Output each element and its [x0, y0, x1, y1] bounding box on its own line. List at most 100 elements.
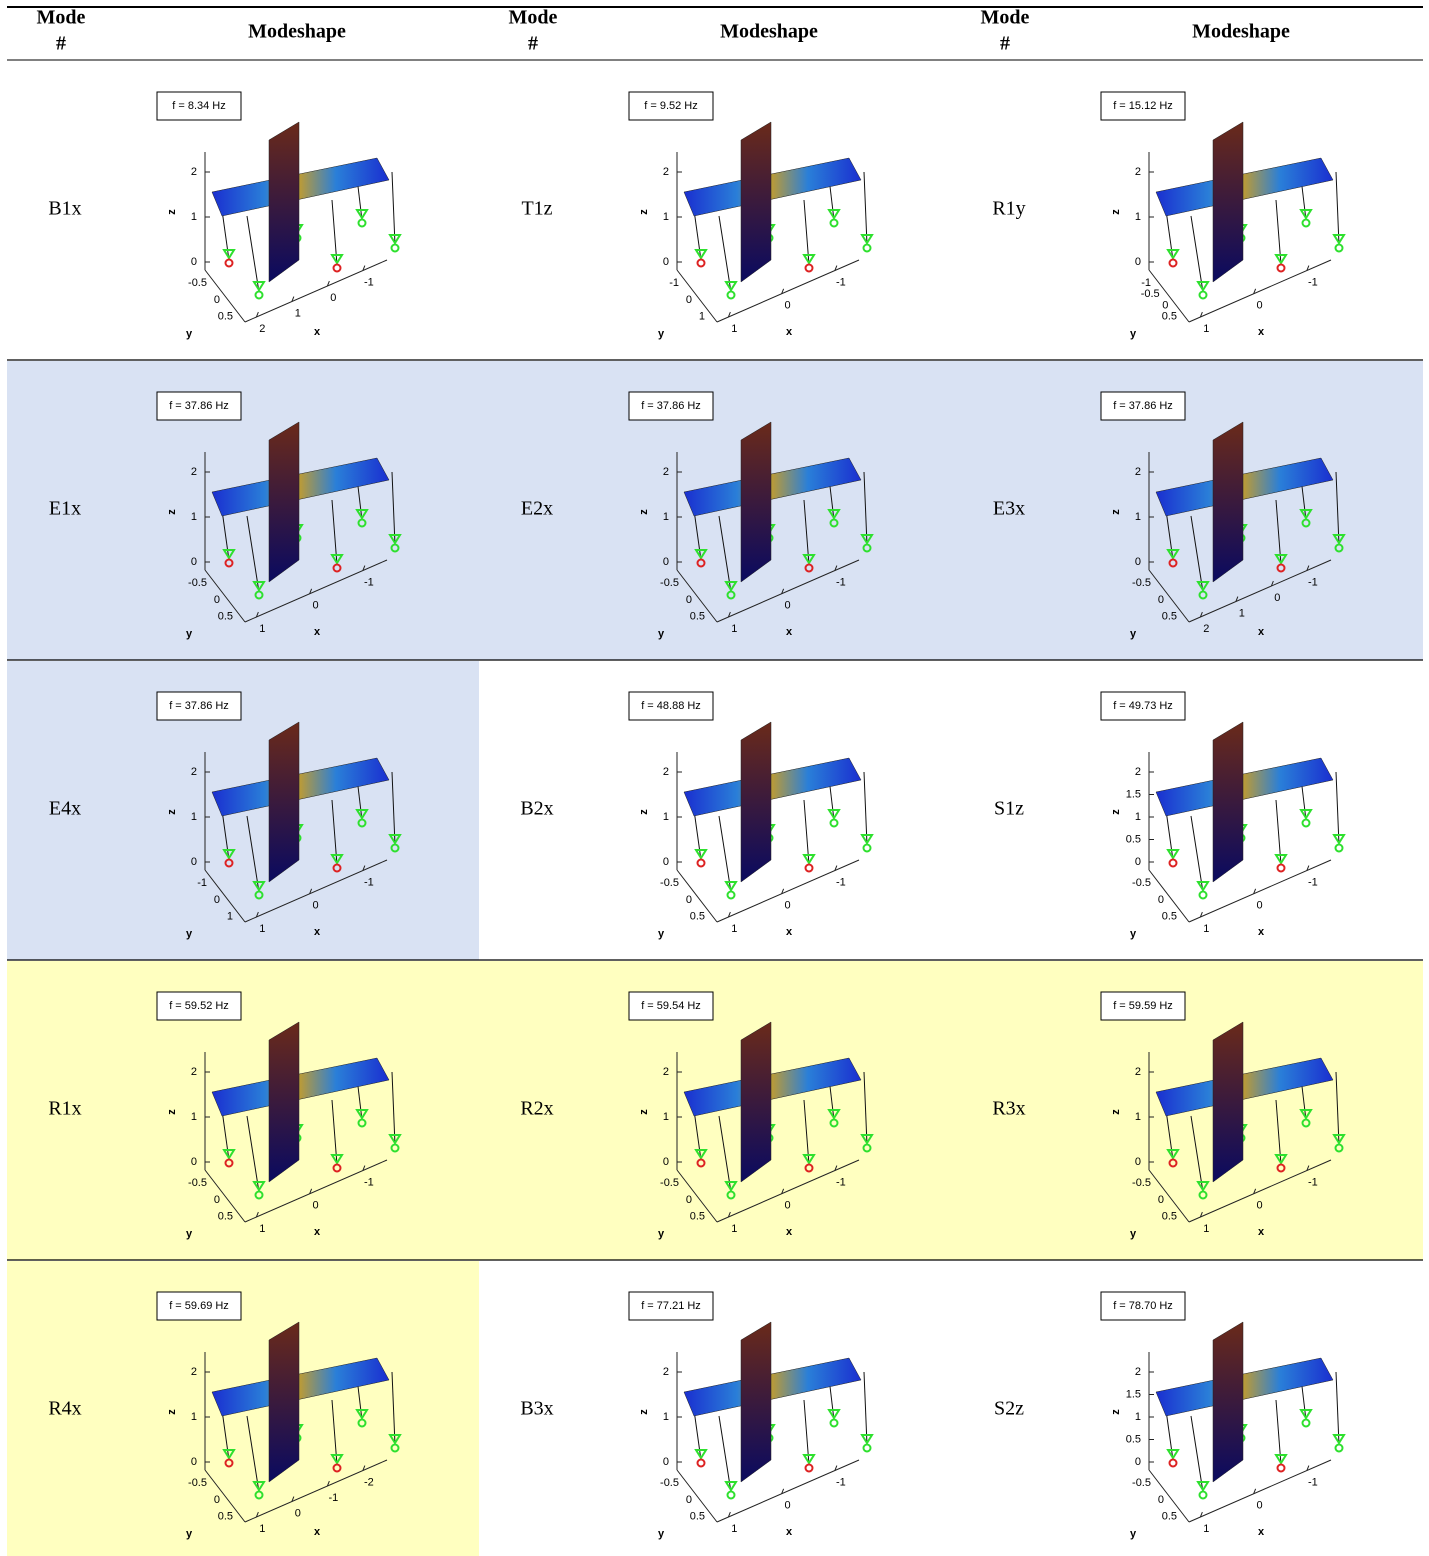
x-tick: [1306, 865, 1310, 871]
z-axis-label: z: [166, 1109, 178, 1115]
support-leg: [391, 1371, 396, 1446]
frequency-box: [1100, 991, 1186, 1021]
z-tick-label: 2: [191, 766, 197, 778]
z-tick-label: 1: [663, 511, 669, 523]
z-tick-label: 2: [191, 1366, 197, 1378]
x-tick-label: 0: [313, 1200, 319, 1212]
support-leg: [1335, 171, 1340, 246]
support-node: [1334, 1443, 1344, 1453]
frequency-box: [156, 91, 242, 121]
table-cell: B3x f = 77.21 Hz 2 1 0 -0.5 0 0.5 1 0 -1 z y x: [520, 1291, 874, 1540]
y-tick-label: -0.5: [660, 577, 679, 589]
z-tick-label: 1: [663, 811, 669, 823]
mode-label: T1z: [521, 198, 552, 220]
surface: [211, 1357, 390, 1417]
x-tick-label: -1: [364, 1176, 374, 1188]
header-number: #: [1000, 33, 1010, 55]
plate: [740, 1321, 772, 1483]
z-axis-label: z: [1110, 1109, 1122, 1115]
z-tick-label: 1: [191, 211, 197, 223]
support-node: [829, 518, 839, 528]
y-tick-label: 0: [686, 894, 692, 906]
z-axis-label: z: [166, 1409, 178, 1415]
surface: [1155, 757, 1334, 817]
table-cell: R1x f = 59.52 Hz 2 1 0 -0.5 0 0.5 1 0 -1 z y x: [7, 961, 479, 1260]
x-tick: [781, 288, 785, 294]
support-marker: [860, 1134, 874, 1145]
x-tick-label: -1: [328, 1492, 338, 1504]
x-tick: [1253, 888, 1257, 894]
z-tick-label: 2: [191, 1066, 197, 1078]
x-axis-label: x: [314, 1526, 321, 1538]
x-axis-label: x: [314, 326, 321, 338]
support-node: [1276, 863, 1286, 873]
support-leg: [718, 815, 732, 893]
support-node: [862, 1443, 872, 1453]
y-axis: [204, 869, 246, 923]
x-tick: [1199, 1211, 1203, 1218]
surface: [683, 1357, 862, 1417]
header-mode: Mode: [981, 7, 1030, 29]
frequency-box: [156, 991, 242, 1021]
header-cell: Mode # Modeshape: [509, 7, 818, 55]
x-axis-label: x: [1258, 626, 1265, 638]
x-axis-label: x: [314, 926, 321, 938]
support-marker: [388, 1134, 402, 1145]
frequency-box: [628, 991, 714, 1021]
mode-label: E4x: [49, 798, 81, 820]
x-tick: [362, 265, 366, 271]
support-leg: [718, 215, 732, 293]
support-marker: [860, 1434, 874, 1445]
support-node: [1168, 1458, 1178, 1468]
x-axis-label: x: [314, 1226, 321, 1238]
modeshape-plot: f = 59.69 Hz 2 1 0 -0.5 0 0.5 1 0 -1 -2 z y x: [156, 1291, 402, 1540]
support-marker: [355, 509, 369, 520]
support-node: [357, 1418, 367, 1428]
support-node: [254, 590, 264, 600]
y-tick-label: 0: [214, 894, 220, 906]
support-marker: [802, 1454, 816, 1465]
support-marker: [1274, 554, 1288, 565]
x-tick: [834, 565, 838, 571]
y-tick-label: 0: [686, 594, 692, 606]
support-node: [390, 1443, 400, 1453]
z-tick-label: 2: [663, 766, 669, 778]
x-tick: [362, 1165, 366, 1171]
z-tick-label: 0: [191, 1456, 197, 1468]
y-axis-label: y: [186, 1528, 193, 1540]
support-leg: [863, 471, 868, 546]
x-tick: [781, 1488, 785, 1494]
y-tick-label: 0: [214, 594, 220, 606]
plate: [740, 721, 772, 883]
y-axis: [676, 569, 718, 623]
support-marker: [355, 1409, 369, 1420]
z-tick-label: 1: [663, 1111, 669, 1123]
y-tick-label: 0.5: [1162, 911, 1177, 923]
y-tick-label: -0.5: [188, 277, 207, 289]
x-tick: [309, 1188, 313, 1194]
x-axis: [1188, 259, 1332, 323]
z-tick-label: 0: [191, 256, 197, 268]
z-tick-label: 2: [191, 466, 197, 478]
header-cell: Mode # Modeshape: [981, 7, 1290, 55]
x-tick-label: -1: [836, 1476, 846, 1488]
support-leg: [1335, 1071, 1340, 1146]
z-axis-label: z: [638, 509, 650, 515]
x-axis: [716, 859, 860, 923]
y-axis: [676, 869, 718, 923]
z-tick-label: 0: [191, 556, 197, 568]
z-axis-label: z: [166, 209, 178, 215]
modeshape-plot: f = 77.21 Hz 2 1 0 -0.5 0 0.5 1 0 -1 z y x: [628, 1291, 874, 1540]
y-axis-label: y: [186, 1228, 193, 1240]
modeshape-plot: f = 59.59 Hz 2 1 0 -0.5 0 0.5 1 0 -1 z y x: [1100, 991, 1346, 1240]
support-leg: [1335, 471, 1340, 546]
support-marker: [252, 281, 266, 292]
z-tick-label: 1: [1135, 1111, 1141, 1123]
z-tick-label: 1: [663, 211, 669, 223]
support-marker: [1299, 509, 1313, 520]
support-leg: [1190, 815, 1204, 893]
support-node: [1168, 1158, 1178, 1168]
